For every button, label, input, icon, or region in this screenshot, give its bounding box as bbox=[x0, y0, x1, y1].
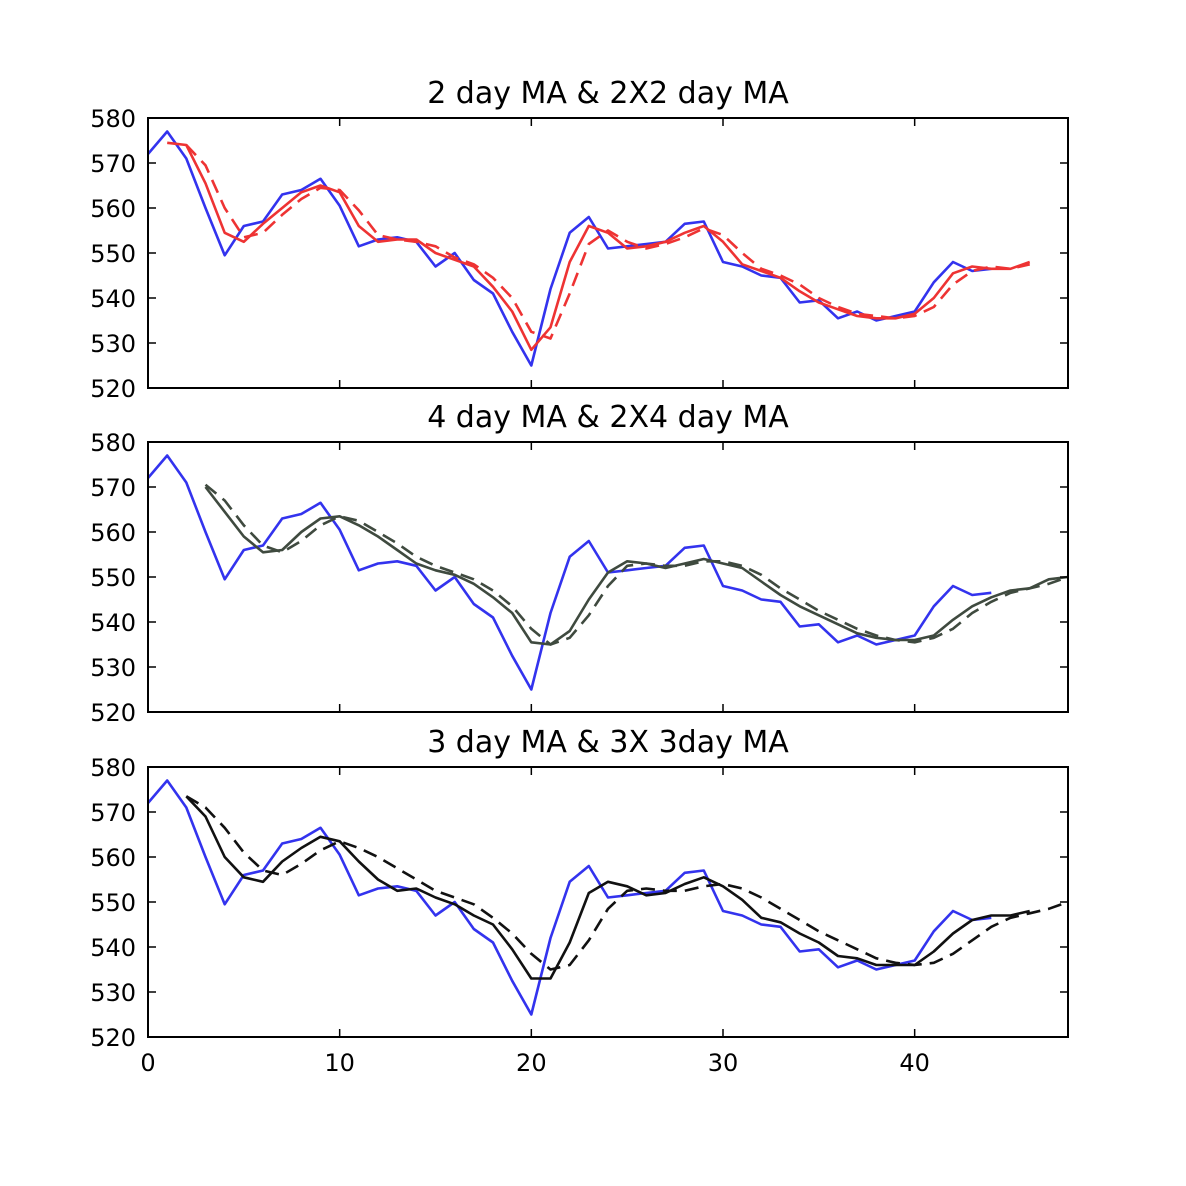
y-tick-label: 530 bbox=[90, 979, 136, 1007]
y-tick-label: 570 bbox=[90, 474, 136, 502]
y-tick-label: 560 bbox=[90, 519, 136, 547]
series-line-2 bbox=[204, 486, 1068, 646]
series-line-3 bbox=[204, 483, 1068, 646]
chart-title: 2 day MA & 2X2 day MA bbox=[427, 76, 789, 111]
x-tick-label: 30 bbox=[708, 1049, 739, 1077]
y-tick-label: 550 bbox=[90, 240, 136, 268]
chart-title: 4 day MA & 2X4 day MA bbox=[427, 400, 789, 435]
y-tick-label: 540 bbox=[90, 609, 136, 637]
series-group bbox=[148, 454, 1068, 691]
series-line-1 bbox=[148, 779, 992, 1016]
y-tick-label: 570 bbox=[90, 799, 136, 827]
series-group bbox=[148, 779, 1068, 1016]
chart-panel-3: 3 day MA & 3X 3day MA 520 530 540 550 560 570… bbox=[90, 725, 1069, 1077]
y-tick-label: 520 bbox=[90, 699, 136, 727]
series-line-3 bbox=[185, 144, 1030, 340]
y-tick-label: 530 bbox=[90, 654, 136, 682]
y-tick-label: 570 bbox=[90, 150, 136, 178]
y-tick-label: 580 bbox=[90, 754, 136, 782]
series-line-3 bbox=[185, 795, 1068, 971]
y-tick-label: 560 bbox=[90, 195, 136, 223]
x-tick-label: 20 bbox=[516, 1049, 547, 1077]
y-tick-label: 540 bbox=[90, 934, 136, 962]
chart-panel-1: 2 day MA & 2X2 day MA 520 530 540 550 560 570… bbox=[90, 76, 1069, 403]
chart-panel-2: 4 day MA & 2X4 day MA 520 530 540 550 560 570… bbox=[90, 400, 1069, 727]
x-tick-label: 40 bbox=[899, 1049, 930, 1077]
y-tick-label: 550 bbox=[90, 564, 136, 592]
y-tick-label: 580 bbox=[90, 429, 136, 457]
y-tick-label: 520 bbox=[90, 1024, 136, 1052]
y-tick-label: 550 bbox=[90, 889, 136, 917]
series-group bbox=[148, 130, 1031, 367]
y-tick-label: 560 bbox=[90, 844, 136, 872]
chart-title: 3 day MA & 3X 3day MA bbox=[427, 725, 789, 760]
y-tick-label: 580 bbox=[90, 105, 136, 133]
series-line-1 bbox=[148, 454, 992, 691]
series-line-2 bbox=[185, 795, 1030, 980]
y-tick-label: 530 bbox=[90, 330, 136, 358]
x-tick-label: 10 bbox=[324, 1049, 355, 1077]
x-tick-label: 0 bbox=[140, 1049, 155, 1077]
y-tick-label: 520 bbox=[90, 375, 136, 403]
y-tick-label: 540 bbox=[90, 285, 136, 313]
